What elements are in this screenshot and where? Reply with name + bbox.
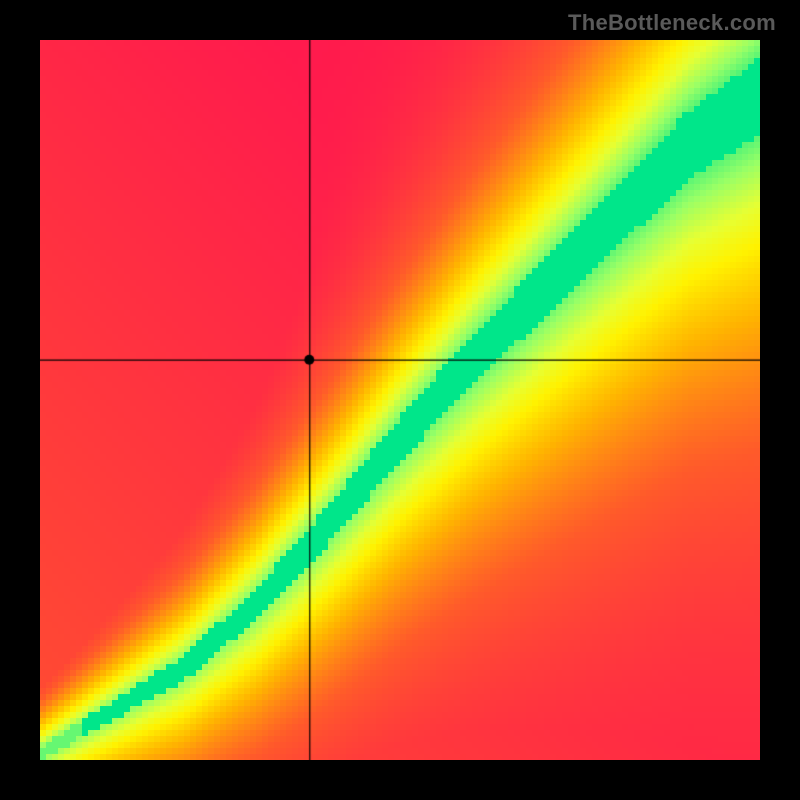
chart-root: TheBottleneck.com: [0, 0, 800, 800]
watermark-text: TheBottleneck.com: [568, 10, 776, 36]
heatmap-canvas: [40, 40, 760, 760]
